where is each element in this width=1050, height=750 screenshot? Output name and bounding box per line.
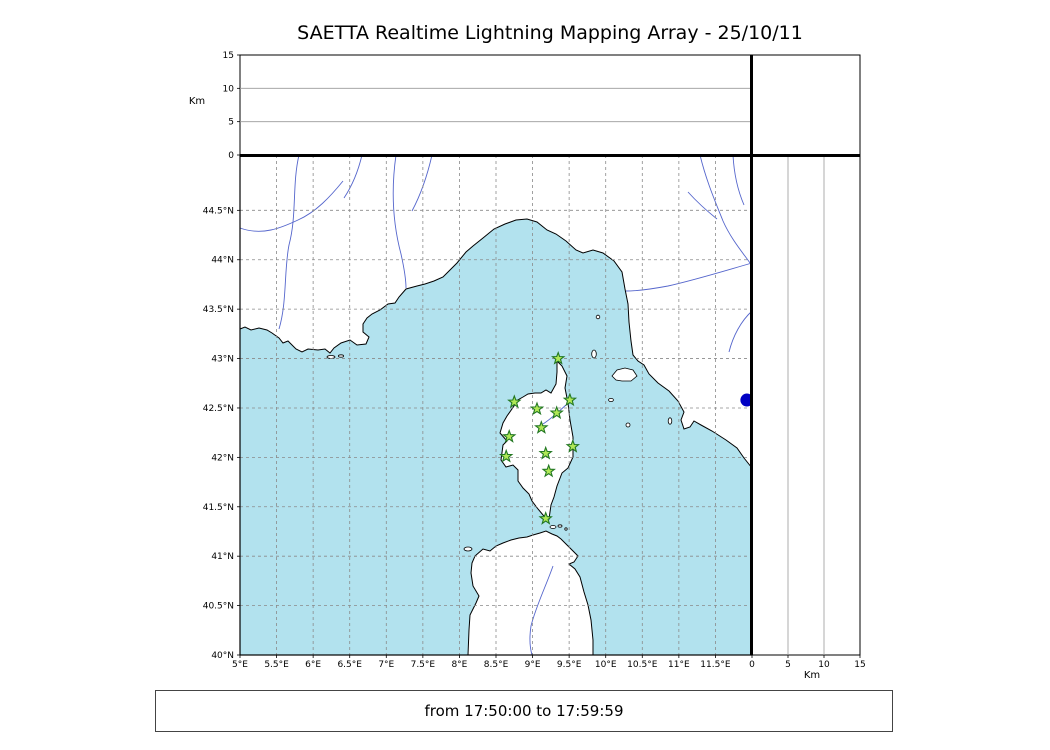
right-panel-gridlines [787,155,825,655]
lma-station-marker [565,438,580,453]
island-elba [611,367,638,382]
top-panel-frame [239,54,753,156]
top-panel-gridlines [240,87,752,123]
island-pianosa [608,397,614,402]
altitude-axis-label-right: Km [804,670,820,681]
river-arno [625,262,753,292]
lon-tick-label: 9.5°E [557,660,582,670]
altitude-axis-label-left: Km [189,96,205,107]
island-giglio [667,417,673,425]
lon-tick-label: 8.5°E [484,660,509,670]
lma-station-marker [498,448,514,463]
altitude-tick-label: 15 [854,660,865,670]
river-po-2 [687,191,718,220]
altitude-tick-label: 0 [228,151,234,161]
latitude-tick-labels: 40°N 40.5°N 41°N 41.5°N 42°N 42.5°N 43°N 43.5°N… [203,206,234,661]
altitude-tick-label: 5 [785,660,791,670]
island-maddalena-3 [564,527,568,531]
island-hyeres-1 [326,355,336,359]
island-montecristo [625,422,631,428]
river-sardinia [529,565,554,656]
lat-tick-label: 43.5°N [203,305,234,315]
altitude-right-tick-labels: 0 5 10 15 [749,660,866,670]
river-po-1 [699,154,751,264]
lat-tick-label: 41.5°N [203,503,234,513]
lon-tick-label: 6°E [305,660,321,670]
altitude-left-tick-labels: 0 5 10 15 [223,51,235,161]
island-gorgona [595,314,601,320]
lma-station-marker [534,420,549,434]
lon-tick-label: 10.5°E [627,660,658,670]
lon-tick-label: 10°E [595,660,617,670]
lma-station-marker [502,428,517,443]
river-durance [239,180,344,232]
island-hyeres-2 [337,354,344,358]
time-range-box: from 17:50:00 to 17:59:59 [155,690,893,732]
altitude-tick-label: 10 [818,660,830,670]
altitude-tick-label: 10 [223,84,235,94]
lma-station-marker [562,392,578,407]
top-altitude-panel: 0 5 10 15 Km [189,51,753,161]
lon-tick-label: 7°E [378,660,394,670]
altitude-tick-label: 0 [749,660,755,670]
river-tiber [728,310,753,353]
lat-tick-label: 42.5°N [203,404,234,414]
corner-panel [751,54,861,156]
island-asinara [463,546,473,552]
lon-tick-label: 5°E [232,660,248,670]
time-range-text: from 17:50:00 to 17:59:59 [424,702,624,720]
map-panel: 40°N 40.5°N 41°N 41.5°N 42°N 42.5°N 43°N 43.5°N… [203,154,754,670]
axis-tick-marks [237,54,861,658]
longitude-tick-labels: 5°E 5.5°E 6°E 6.5°E 7°E 7.5°E 8°E 8.5°E 9°E 9.5°E… [232,660,731,670]
river-var [392,154,407,289]
lon-tick-label: 8°E [451,660,467,670]
lma-station-marker [507,394,522,409]
lon-tick-label: 7.5°E [411,660,436,670]
lat-tick-label: 42°N [211,453,234,463]
lma-station-marker [538,510,553,525]
lma-station-marker [549,405,564,420]
lat-tick-label: 40°N [211,651,234,661]
figure-title: SAETTA Realtime Lightning Mapping Array … [297,22,803,44]
island-maddalena-2 [557,524,563,528]
lat-tick-label: 40.5°N [203,602,234,612]
island-sardinia [467,530,594,656]
river-rhone [278,154,300,330]
lma-station-marker [541,463,556,478]
lat-tick-label: 44.5°N [203,206,234,216]
river-alpine-2 [343,154,363,199]
rivers [239,154,753,656]
river-po-3 [732,154,745,206]
right-panel-frame [751,154,861,656]
altitude-tick-label: 5 [228,118,234,128]
altitude-tick-label: 15 [223,51,234,61]
panel-separators [240,55,860,655]
lma-station-marker [538,445,553,460]
lon-tick-label: 11°E [668,660,690,670]
station-markers [498,351,580,525]
right-altitude-panel: 0 5 10 15 Km [749,154,866,681]
lon-tick-label: 9°E [525,660,541,670]
lat-tick-label: 44°N [211,256,234,266]
map-gridlines [240,155,752,655]
lma-station-marker [551,351,566,365]
lon-tick-label: 11.5°E [700,660,731,670]
lon-tick-label: 6.5°E [337,660,362,670]
lat-tick-label: 43°N [211,355,234,365]
lma-station-marker [529,401,545,416]
lat-tick-label: 41°N [211,552,234,562]
lon-tick-label: 5.5°E [264,660,289,670]
island-capraia [591,349,597,359]
island-maddalena-1 [549,525,557,529]
